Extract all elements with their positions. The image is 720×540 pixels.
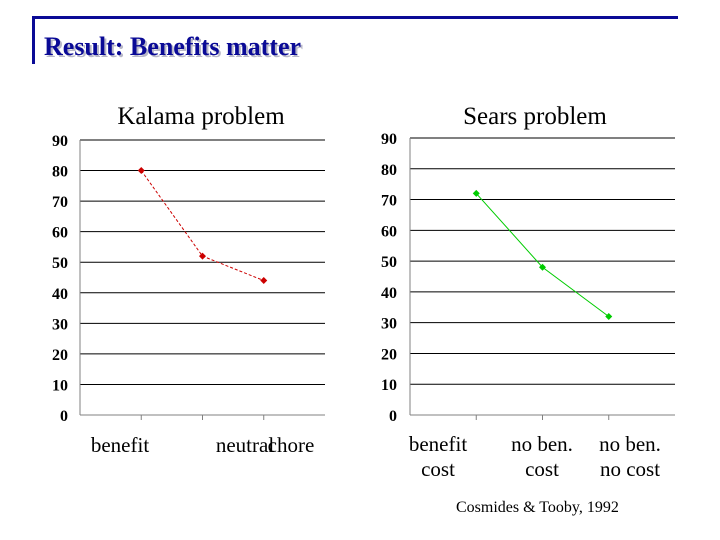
kalama-y-tick-label: 20 xyxy=(52,347,68,364)
kalama-category-label: chore xyxy=(268,433,315,457)
sears-y-tick-label: 70 xyxy=(381,193,397,210)
kalama-category-label: benefit xyxy=(91,433,149,457)
kalama-data-point xyxy=(137,167,145,175)
kalama-y-tick-label: 10 xyxy=(52,377,68,394)
sears-category-label: cost xyxy=(525,457,559,481)
sears-chart-title: Sears problem xyxy=(463,103,607,130)
kalama-y-tick-label: 80 xyxy=(52,164,68,181)
sears-data-point xyxy=(539,263,546,271)
sears-y-tick-label: 50 xyxy=(381,254,397,271)
sears-y-tick-label: 30 xyxy=(381,316,397,333)
slide-title: Result: Benefits matter xyxy=(44,32,302,61)
title-frame-left xyxy=(32,16,35,64)
sears-category-label: no ben. xyxy=(511,432,573,456)
kalama-y-tick-label: 40 xyxy=(52,286,68,303)
citation: Cosmides & Tooby, 1992 xyxy=(456,499,619,516)
sears-series-line xyxy=(475,193,610,317)
kalama-series-line xyxy=(140,170,264,282)
sears-category-label: cost xyxy=(421,457,455,481)
kalama-data-point xyxy=(260,277,268,285)
sears-y-tick-label: 20 xyxy=(381,346,397,363)
sears-y-tick-label: 90 xyxy=(381,131,397,148)
sears-category-label: no cost xyxy=(600,457,660,481)
sears-data-point xyxy=(472,189,480,197)
kalama-category-label: neutral xyxy=(216,433,274,457)
sears-category-label: no ben. xyxy=(599,432,661,456)
kalama-y-tick-label: 70 xyxy=(52,194,68,211)
kalama-data-point xyxy=(199,252,206,260)
kalama-y-tick-label: 60 xyxy=(52,225,68,242)
sears-data-point xyxy=(605,313,613,321)
sears-y-tick-label: 80 xyxy=(381,162,397,179)
kalama-y-tick-label: 90 xyxy=(52,133,68,150)
title-frame-top xyxy=(32,16,678,19)
sears-y-tick-label: 40 xyxy=(381,285,397,302)
kalama-chart-title: Kalama problem xyxy=(117,103,285,130)
kalama-y-tick-label: 0 xyxy=(60,408,68,425)
kalama-y-tick-label: 30 xyxy=(52,316,68,333)
sears-y-tick-label: 0 xyxy=(389,408,397,425)
kalama-y-tick-label: 50 xyxy=(52,255,68,272)
sears-category-label: benefit xyxy=(409,432,467,456)
sears-y-tick-label: 60 xyxy=(381,223,397,240)
sears-y-tick-label: 10 xyxy=(381,377,397,394)
